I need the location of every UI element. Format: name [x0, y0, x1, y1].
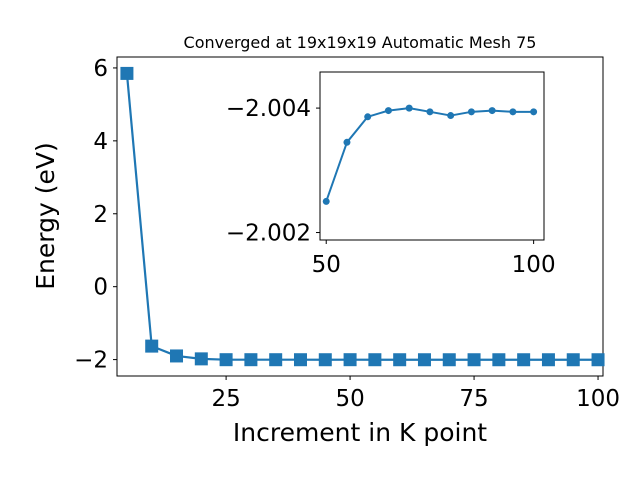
main-x-tick-label: 100 — [576, 386, 620, 412]
main-data-point — [343, 353, 357, 367]
x-axis-label: Increment in K point — [233, 418, 487, 447]
inset-data-point — [509, 108, 517, 116]
inset-plot-frame — [319, 71, 545, 241]
inset-data-point — [322, 197, 330, 205]
main-y-tick-label: −2 — [74, 348, 108, 374]
main-data-point — [318, 353, 332, 367]
main-data-point — [591, 353, 605, 367]
main-data-point — [293, 353, 307, 367]
main-data-point — [368, 353, 382, 367]
inset-x-tick-label: 50 — [312, 252, 341, 278]
main-data-point — [541, 353, 555, 367]
inset-data-point — [364, 113, 372, 121]
inset-data-point — [405, 104, 413, 112]
main-data-point — [269, 353, 283, 367]
main-data-point — [517, 353, 531, 367]
inset-data-point — [343, 138, 351, 146]
main-data-point — [442, 353, 456, 367]
inset-data-point — [530, 108, 538, 116]
main-x-tick-label: 25 — [211, 386, 240, 412]
main-data-point — [393, 353, 407, 367]
main-y-tick-label: 4 — [93, 129, 108, 155]
inset-x-tick-label: 100 — [512, 252, 556, 278]
inset-y-tick-label: −2.004 — [226, 96, 311, 122]
main-data-point — [417, 353, 431, 367]
main-x-tick-label: 75 — [459, 386, 488, 412]
main-data-point — [170, 349, 184, 363]
main-data-point — [492, 353, 506, 367]
inset-data-point — [488, 107, 496, 115]
y-axis-label: Energy (eV) — [31, 142, 60, 289]
main-y-tick-label: 2 — [93, 202, 108, 228]
main-data-point — [244, 353, 258, 367]
main-data-point — [219, 353, 233, 367]
inset-data-point — [447, 112, 455, 120]
inset-data-point — [384, 107, 392, 115]
main-y-tick-label: 0 — [93, 275, 108, 301]
inset-data-point — [467, 108, 475, 116]
inset-data-point — [426, 108, 434, 116]
inset-plot: 50 100 −2.004 −2.002 — [226, 71, 556, 278]
main-data-point — [145, 339, 159, 353]
main-x-tick-label: 50 — [335, 386, 364, 412]
main-data-point — [566, 353, 580, 367]
chart-title: Converged at 19x19x19 Automatic Mesh 75 — [184, 33, 537, 52]
main-y-tick-label: 6 — [93, 56, 108, 82]
main-data-point — [120, 66, 134, 80]
main-data-point — [194, 352, 208, 366]
main-data-point — [467, 353, 481, 367]
inset-y-tick-label: −2.002 — [226, 221, 311, 247]
